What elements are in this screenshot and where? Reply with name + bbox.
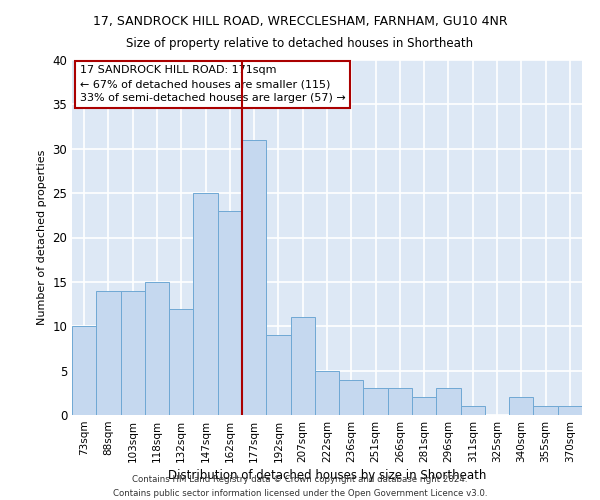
- Bar: [96, 291, 121, 415]
- Bar: [388, 388, 412, 415]
- Bar: [436, 388, 461, 415]
- Text: 17 SANDROCK HILL ROAD: 171sqm
← 67% of detached houses are smaller (115)
33% of : 17 SANDROCK HILL ROAD: 171sqm ← 67% of d…: [80, 66, 346, 104]
- Text: 17, SANDROCK HILL ROAD, WRECCLESHAM, FARNHAM, GU10 4NR: 17, SANDROCK HILL ROAD, WRECCLESHAM, FAR…: [92, 15, 508, 28]
- Bar: [533, 406, 558, 415]
- Bar: [461, 406, 485, 415]
- Bar: [121, 291, 145, 415]
- Bar: [72, 326, 96, 415]
- Bar: [218, 211, 242, 415]
- Text: Size of property relative to detached houses in Shortheath: Size of property relative to detached ho…: [127, 38, 473, 51]
- Bar: [290, 318, 315, 415]
- Bar: [509, 397, 533, 415]
- Bar: [412, 397, 436, 415]
- Bar: [169, 308, 193, 415]
- X-axis label: Distribution of detached houses by size in Shortheath: Distribution of detached houses by size …: [168, 469, 486, 482]
- Bar: [558, 406, 582, 415]
- Y-axis label: Number of detached properties: Number of detached properties: [37, 150, 47, 325]
- Bar: [339, 380, 364, 415]
- Bar: [364, 388, 388, 415]
- Bar: [266, 335, 290, 415]
- Text: Contains HM Land Registry data © Crown copyright and database right 2024.
Contai: Contains HM Land Registry data © Crown c…: [113, 476, 487, 498]
- Bar: [145, 282, 169, 415]
- Bar: [315, 370, 339, 415]
- Bar: [193, 193, 218, 415]
- Bar: [242, 140, 266, 415]
